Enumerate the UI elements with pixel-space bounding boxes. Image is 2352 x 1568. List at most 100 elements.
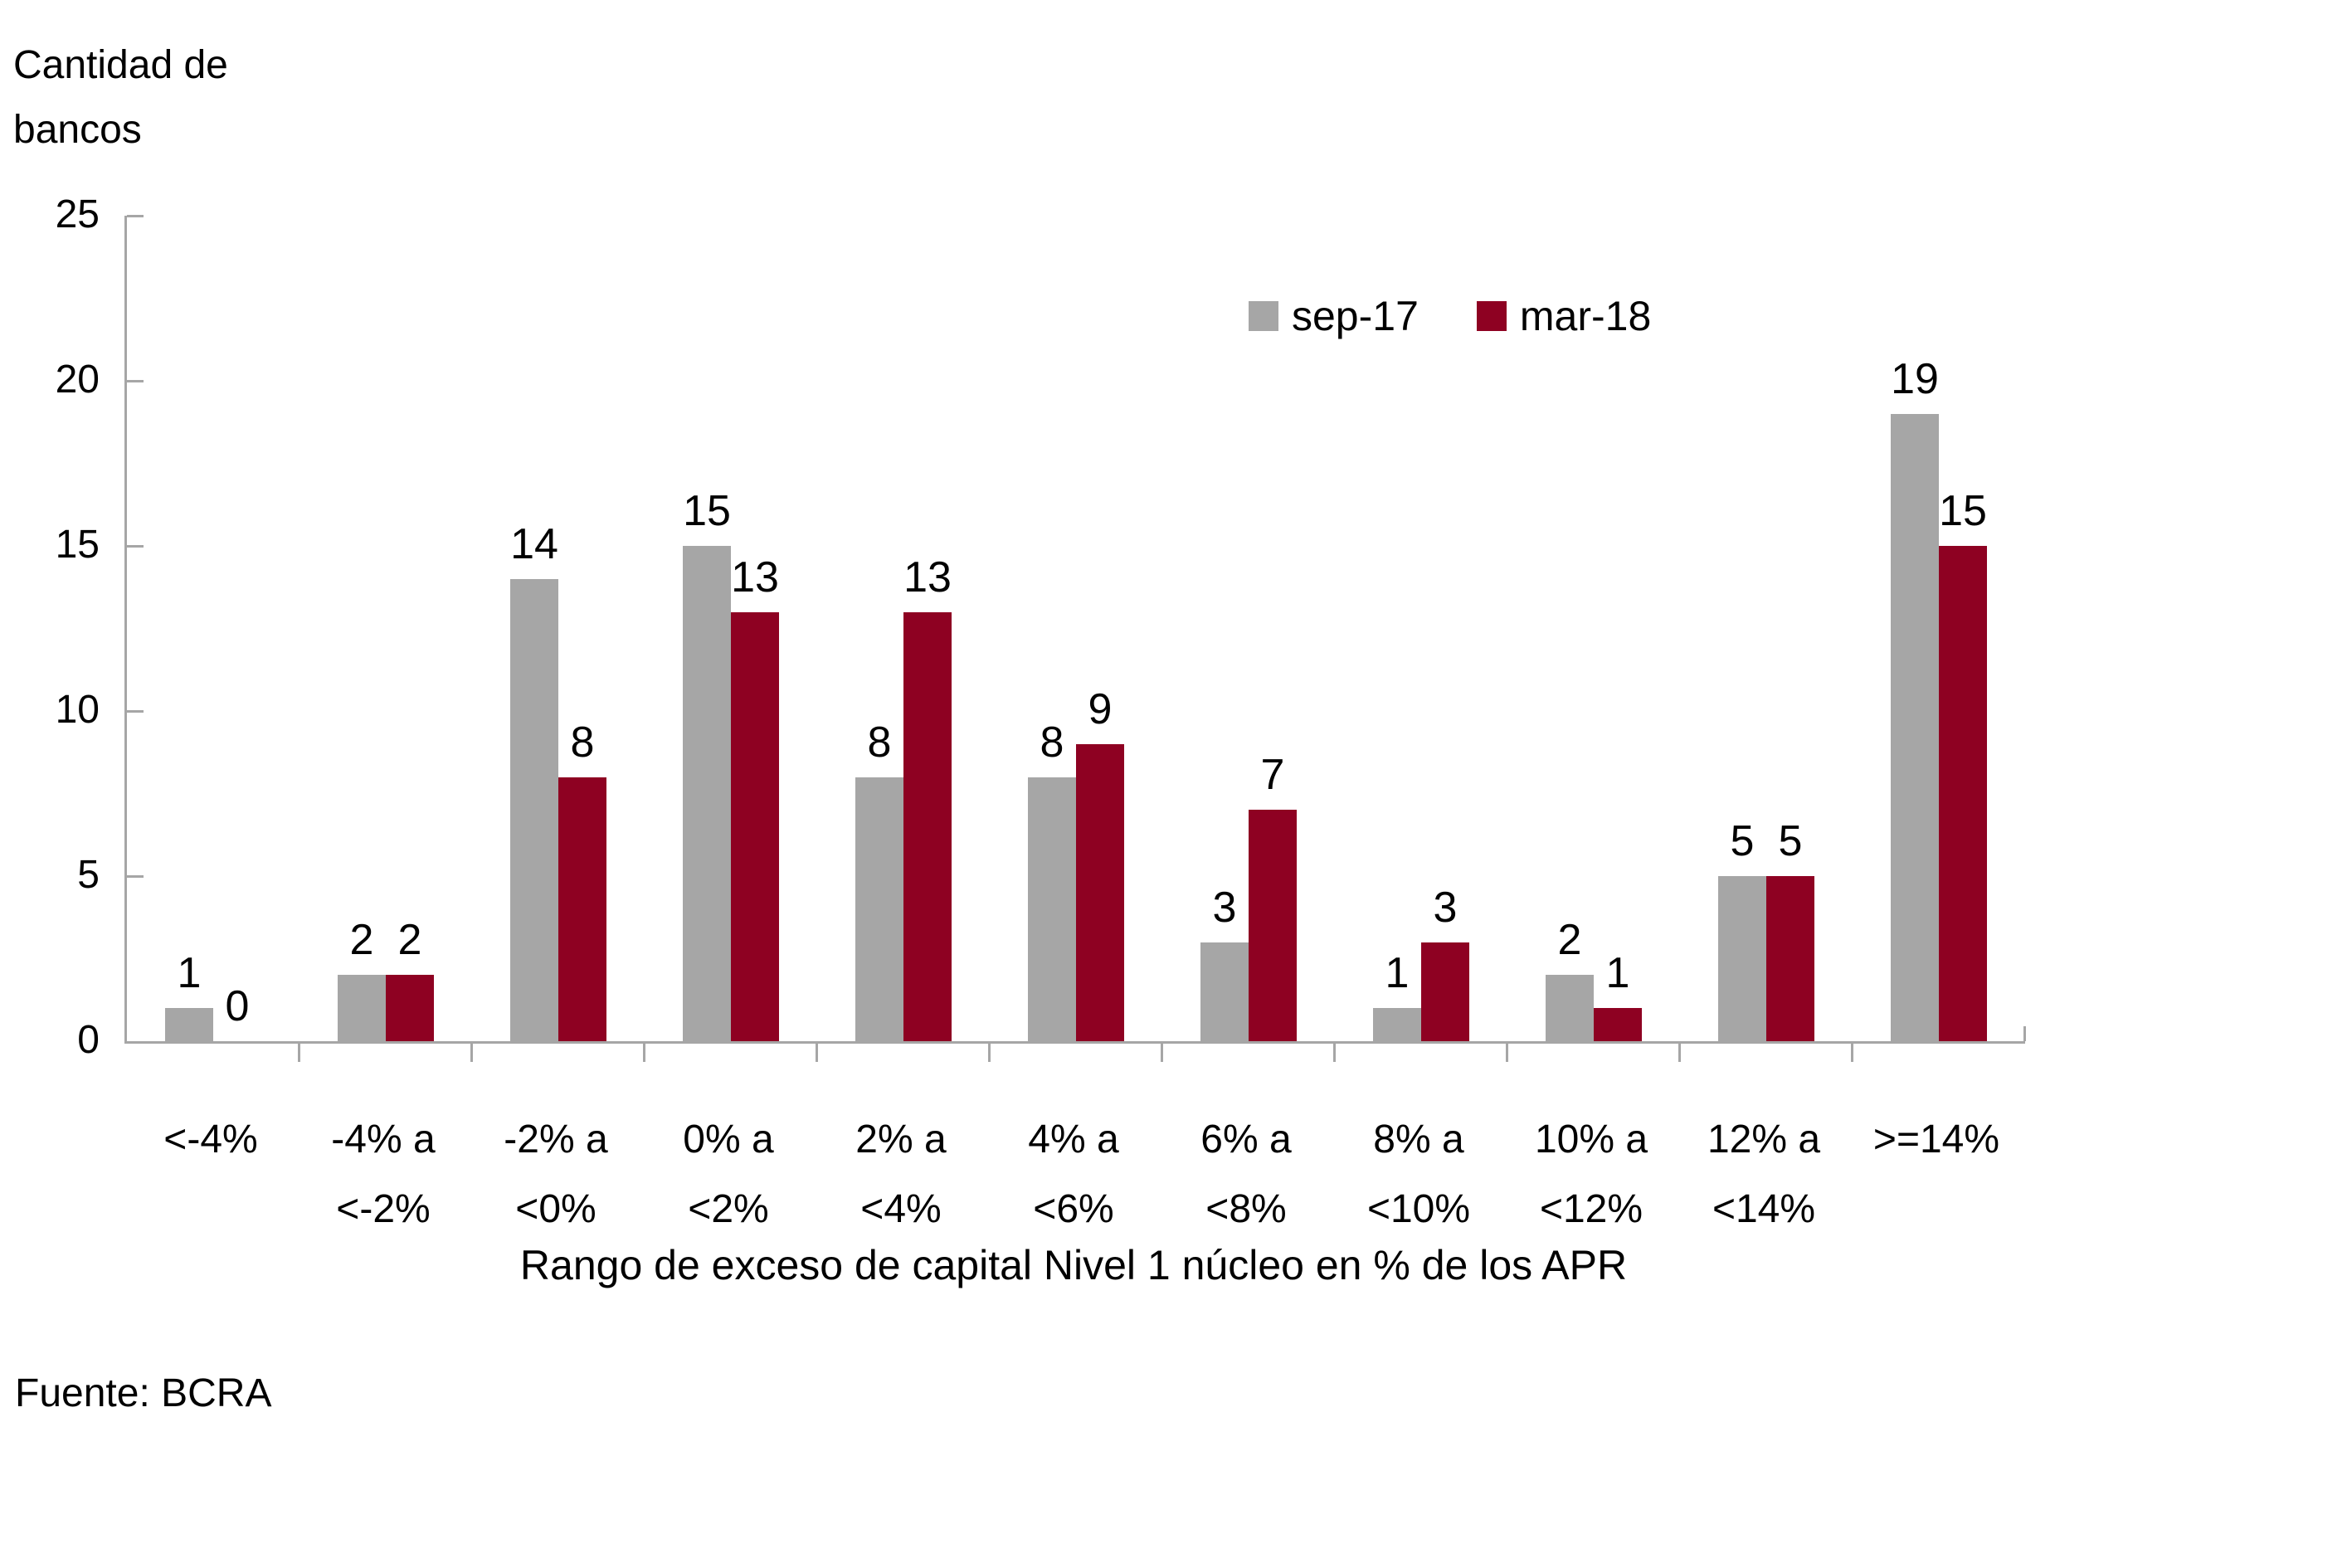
x-tick-mark-8: [1506, 1041, 1508, 1062]
y-axis-title: Cantidad de bancos: [13, 43, 228, 152]
x-tick-label-line: 4% a: [1028, 1118, 1119, 1161]
value-label-sep-17--4% a <-2%: 2: [349, 916, 374, 965]
x-tick-label--4% a <-2%: -4% a <-2%: [297, 1105, 470, 1244]
value-label-mar-18-8% a <10%: 3: [1433, 883, 1458, 932]
x-tick-label-line: 10% a: [1534, 1118, 1648, 1161]
value-label-sep-17-4% a <6%: 8: [1040, 718, 1064, 767]
bar-mar-18--2% a <0%: [558, 777, 606, 1041]
x-tick-label-12% a <14%: 12% a <14%: [1678, 1105, 1850, 1244]
x-tick-label-line: 8% a: [1373, 1118, 1464, 1161]
value-label-sep-17-8% a <10%: 1: [1385, 949, 1410, 998]
x-tick-label-line: <12%: [1539, 1187, 1643, 1231]
value-label-mar-18-12% a <14%: 5: [1778, 817, 1803, 865]
x-tick-label->=14%: >=14%: [1850, 1105, 2023, 1175]
value-label-mar-18-0% a <2%: 13: [731, 553, 779, 601]
x-tick-label-4% a <6%: 4% a <6%: [987, 1105, 1160, 1244]
x-tick-label-line: <4%: [860, 1187, 942, 1231]
bar-mar-18-4% a <6%: [1076, 743, 1124, 1041]
value-label-sep-17->=14%: 19: [1891, 354, 1939, 403]
value-label-sep-17-6% a <8%: 3: [1212, 883, 1237, 932]
bar-sep-17-0% a <2%: [683, 546, 731, 1041]
bar-sep-17-<-4%: [165, 1008, 213, 1041]
bar-sep-17-10% a <12%: [1546, 975, 1594, 1041]
legend-swatch-sep-17: [1249, 301, 1278, 331]
x-tick-label-2% a <4%: 2% a <4%: [815, 1105, 987, 1244]
x-tick-label-8% a <10%: 8% a <10%: [1332, 1105, 1505, 1244]
x-tick-label-line: -2% a: [504, 1118, 608, 1161]
y-tick-label-5: 5: [77, 853, 100, 897]
x-tick-label-line: <14%: [1712, 1187, 1816, 1231]
x-tick-label-line: 2% a: [855, 1118, 947, 1161]
bar-mar-18-8% a <10%: [1421, 942, 1469, 1041]
value-label-sep-17-<-4%: 1: [177, 949, 202, 998]
source-note: Fuente: BCRA: [15, 1371, 272, 1415]
x-tick-label-line: <0%: [515, 1187, 597, 1231]
bar-sep-17--2% a <0%: [510, 578, 558, 1041]
x-tick-mark-9: [1678, 1041, 1681, 1062]
value-label-sep-17--2% a <0%: 14: [510, 519, 558, 568]
value-label-mar-18--2% a <0%: 8: [570, 718, 595, 767]
plot-area: 1 2 14 15 8 8 3 1 2 5 19 0 2 8 13 13 9 7 3 1 5 15: [124, 215, 2026, 1062]
x-tick-label-line: <6%: [1033, 1187, 1114, 1231]
y-tick-mark-10: [127, 710, 144, 713]
y-tick-label-15: 15: [55, 523, 100, 567]
value-label-mar-18-6% a <8%: 7: [1260, 751, 1285, 800]
y-tick-label-20: 20: [55, 358, 100, 402]
x-tick-label-line: <8%: [1205, 1187, 1287, 1231]
bar-sep-17->=14%: [1891, 413, 1939, 1041]
x-tick-label-10% a <12%: 10% a <12%: [1505, 1105, 1678, 1244]
value-label-mar-18-<-4%: 0: [225, 982, 250, 1030]
legend-label-mar-18: mar-18: [1519, 293, 1652, 339]
bar-sep-17-4% a <6%: [1028, 777, 1076, 1041]
x-tick-label-line: 12% a: [1707, 1118, 1821, 1161]
y-tick-label-0: 0: [77, 1018, 100, 1062]
x-tick-mark-5: [988, 1041, 991, 1062]
bar-sep-17-6% a <8%: [1200, 942, 1249, 1041]
value-label-sep-17-0% a <2%: 15: [683, 487, 731, 535]
x-tick-label-line: 6% a: [1200, 1118, 1292, 1161]
bar-mar-18-2% a <4%: [903, 611, 952, 1041]
x-tick-label-line: 0% a: [683, 1118, 774, 1161]
x-tick-label--2% a <0%: -2% a <0%: [470, 1105, 642, 1244]
y-tick-mark-20: [127, 380, 144, 382]
value-label-sep-17-10% a <12%: 2: [1557, 916, 1582, 965]
x-tick-label-<-4%: <-4%: [124, 1105, 297, 1175]
bar-mar-18-0% a <2%: [731, 611, 779, 1041]
value-label-mar-18-10% a <12%: 1: [1605, 949, 1630, 998]
value-label-sep-17-2% a <4%: 8: [867, 718, 892, 767]
bar-mar-18->=14%: [1939, 546, 1987, 1041]
bar-mar-18-12% a <14%: [1766, 876, 1814, 1041]
x-tick-label-line: <10%: [1366, 1187, 1471, 1231]
x-tick-label-line: <-2%: [336, 1187, 431, 1231]
y-tick-label-25: 25: [55, 192, 100, 236]
x-tick-label-line: <2%: [688, 1187, 769, 1231]
x-tick-mark-1: [298, 1041, 300, 1062]
legend-label-sep-17: sep-17: [1292, 293, 1419, 339]
bar-mar-18--4% a <-2%: [386, 975, 434, 1041]
y-tick-mark-25: [127, 215, 144, 217]
value-label-mar-18-4% a <6%: 9: [1088, 684, 1113, 733]
y-tick-mark-15: [127, 545, 144, 548]
value-label-mar-18--4% a <-2%: 2: [397, 916, 422, 965]
bar-mar-18-6% a <8%: [1249, 810, 1297, 1041]
legend: sep-17 mar-18: [1249, 292, 1651, 340]
x-tick-mark-3: [643, 1041, 645, 1062]
x-tick-mark-11: [2023, 1026, 2026, 1041]
value-label-mar-18->=14%: 15: [1939, 487, 1987, 535]
value-label-mar-18-2% a <4%: 13: [903, 553, 952, 601]
x-tick-label-0% a <2%: 0% a <2%: [642, 1105, 815, 1244]
bar-sep-17-8% a <10%: [1373, 1008, 1421, 1041]
bar-sep-17--4% a <-2%: [338, 975, 386, 1041]
x-tick-label-line: >=14%: [1872, 1118, 2000, 1161]
legend-item-sep-17: sep-17: [1249, 292, 1419, 340]
value-label-sep-17-12% a <14%: 5: [1730, 817, 1755, 865]
y-tick-mark-5: [127, 875, 144, 878]
x-tick-mark-6: [1161, 1041, 1163, 1062]
x-tick-label-line: -4% a: [331, 1118, 436, 1161]
x-tick-label-6% a <8%: 6% a <8%: [1160, 1105, 1332, 1244]
x-tick-mark-4: [816, 1041, 818, 1062]
x-tick-mark-10: [1851, 1041, 1853, 1062]
x-tick-label-line: <-4%: [163, 1118, 258, 1161]
bar-sep-17-12% a <14%: [1718, 876, 1766, 1041]
